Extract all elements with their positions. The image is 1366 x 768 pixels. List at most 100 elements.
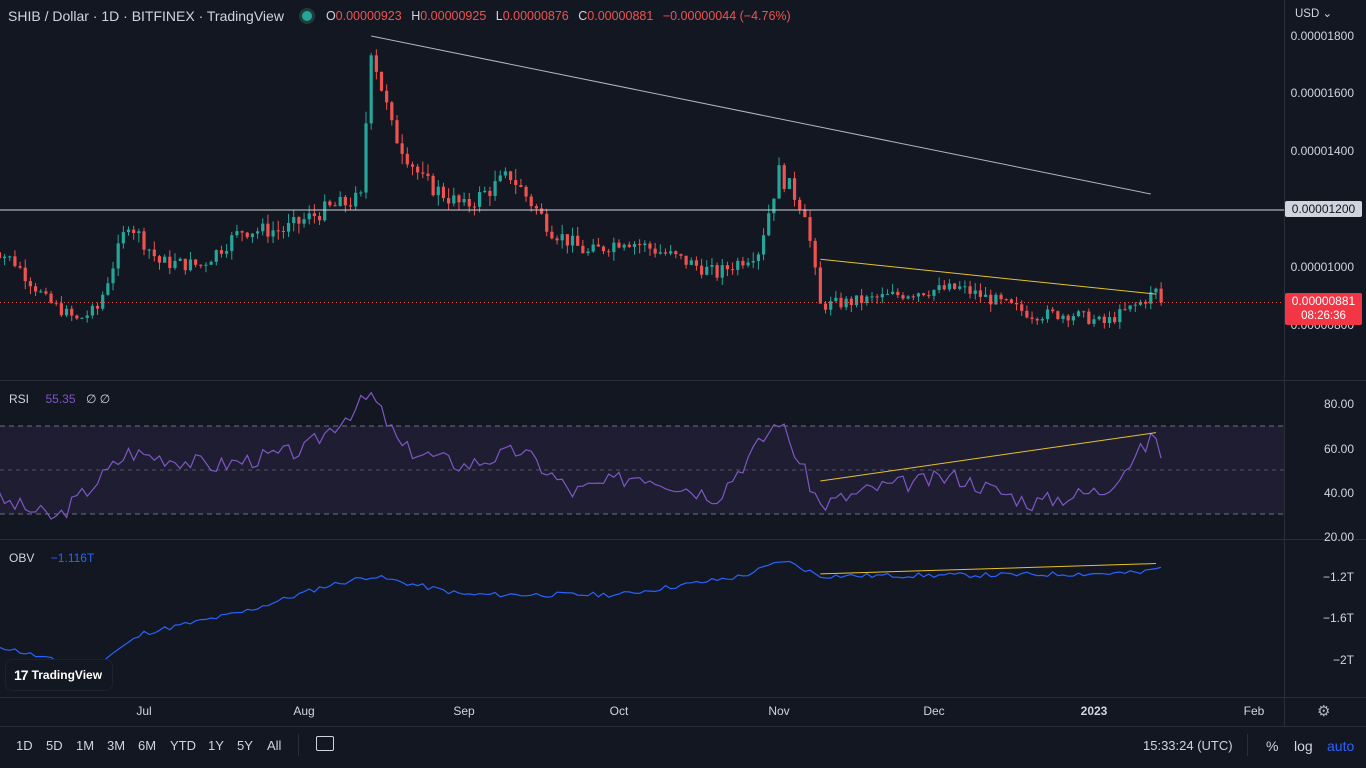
candle-body <box>431 175 435 196</box>
tradingview-logo[interactable]: 17 TradingView <box>6 660 112 690</box>
candle-body <box>880 294 884 298</box>
candle-body <box>101 294 105 309</box>
candle-body <box>142 231 146 250</box>
candle-body <box>297 217 301 224</box>
candle-body <box>33 286 38 292</box>
high-label: H <box>411 9 421 23</box>
candle-body <box>255 231 260 234</box>
candle-body <box>426 173 430 176</box>
candle-body <box>106 283 110 295</box>
utc-clock[interactable]: 15:33:24 (UTC) <box>1143 738 1233 753</box>
candle-body <box>235 231 239 236</box>
candle-body <box>591 244 595 252</box>
open-label: O <box>325 9 336 23</box>
auto-scale-toggle[interactable]: auto <box>1327 738 1355 754</box>
tradingview-logo-text: TradingView <box>31 668 103 682</box>
overlay-layer[interactable] <box>0 35 1284 304</box>
candle-body <box>674 251 678 255</box>
candle-body <box>550 231 554 239</box>
candle-body <box>767 213 771 236</box>
candle-body <box>653 248 657 254</box>
settings-gear-icon[interactable]: ⚙ <box>1317 703 1331 720</box>
candle-body <box>927 295 931 297</box>
market-status-icon[interactable] <box>301 11 312 21</box>
candle-body <box>302 219 306 224</box>
chevron-down-icon: ⌄ <box>1322 8 1333 20</box>
rsi-line <box>0 391 1162 520</box>
candle-body <box>1056 311 1060 319</box>
date-range-icon[interactable] <box>316 736 334 751</box>
candle-body <box>488 190 492 196</box>
timeframe-6m-button[interactable]: 6M <box>138 738 157 753</box>
time-axis-label: Aug <box>293 704 315 718</box>
candle-body <box>188 259 193 271</box>
currency-selector[interactable]: USD ⌄ <box>1295 6 1332 20</box>
candle-body <box>911 296 915 298</box>
horizontal-level-tag[interactable]: 0.00001200 <box>1285 201 1362 217</box>
obv-layer[interactable] <box>0 560 1162 670</box>
timeframe-ytd-button[interactable]: YTD <box>170 738 196 753</box>
candle-body <box>194 259 198 265</box>
timeframe-1y-button[interactable]: 1Y <box>208 738 224 753</box>
candle-body <box>75 315 79 319</box>
candle-body <box>276 230 280 232</box>
candle-body <box>39 291 43 293</box>
timeframe-1d-button[interactable]: 1D <box>16 738 33 753</box>
obv-title[interactable]: OBV <box>9 551 35 565</box>
candle-body <box>514 180 518 185</box>
timeframe-1m-button[interactable]: 1M <box>76 738 95 753</box>
percent-scale-toggle[interactable]: % <box>1266 738 1279 754</box>
high-value: 0.00000925 <box>420 9 487 23</box>
candle-body <box>787 178 791 189</box>
candle-body <box>374 55 378 72</box>
timeframe-5d-button[interactable]: 5D <box>46 738 63 753</box>
obv-line <box>0 560 1162 670</box>
candle-body <box>121 232 125 244</box>
candle-body <box>400 143 404 154</box>
candle-body <box>612 242 616 253</box>
rsi-layer[interactable] <box>0 391 1284 520</box>
candle-body <box>823 303 828 310</box>
candle-body <box>1082 311 1086 313</box>
log-scale-toggle[interactable]: log <box>1294 738 1313 754</box>
candle-body <box>632 244 637 247</box>
candle-body <box>240 231 244 233</box>
candle-body <box>266 223 270 237</box>
candle-body <box>989 294 993 305</box>
candle-body <box>1025 310 1029 318</box>
candle-body <box>896 291 900 296</box>
rsi-title[interactable]: RSI <box>9 392 30 406</box>
candle-body <box>885 293 890 295</box>
candle-body <box>1014 302 1019 305</box>
timeframe-all-button[interactable]: All <box>267 738 282 753</box>
price-axis-label: 0.00001600 <box>1290 86 1354 100</box>
candle-body <box>689 260 693 265</box>
candle-body <box>1113 317 1117 323</box>
candle-body <box>736 260 740 270</box>
candle-body <box>973 290 977 294</box>
timeframe-5y-button[interactable]: 5Y <box>237 738 253 753</box>
candle-body <box>999 294 1003 300</box>
candle-body <box>627 244 631 247</box>
candles-layer[interactable] <box>0 49 1163 329</box>
candle-body <box>1004 299 1008 301</box>
rsi-axis-label: 40.00 <box>1323 486 1354 500</box>
candle-body <box>477 192 482 207</box>
candle-body <box>901 295 905 299</box>
candle-body <box>1020 304 1024 311</box>
candle-body <box>152 249 156 257</box>
candle-body <box>622 244 626 248</box>
timeframe-3m-button[interactable]: 3M <box>107 738 126 753</box>
candle-body <box>834 297 838 302</box>
price-axis-label: 0.00001400 <box>1290 144 1354 158</box>
symbol-title[interactable]: SHIB / Dollar · 1D · BITFINEX · TradingV… <box>8 8 284 24</box>
candle-body <box>286 223 291 232</box>
candle-body <box>942 285 946 290</box>
candle-body <box>798 199 802 210</box>
candle-body <box>607 251 611 253</box>
low-value: 0.00000876 <box>502 9 569 23</box>
descending-trendline <box>371 35 1151 195</box>
